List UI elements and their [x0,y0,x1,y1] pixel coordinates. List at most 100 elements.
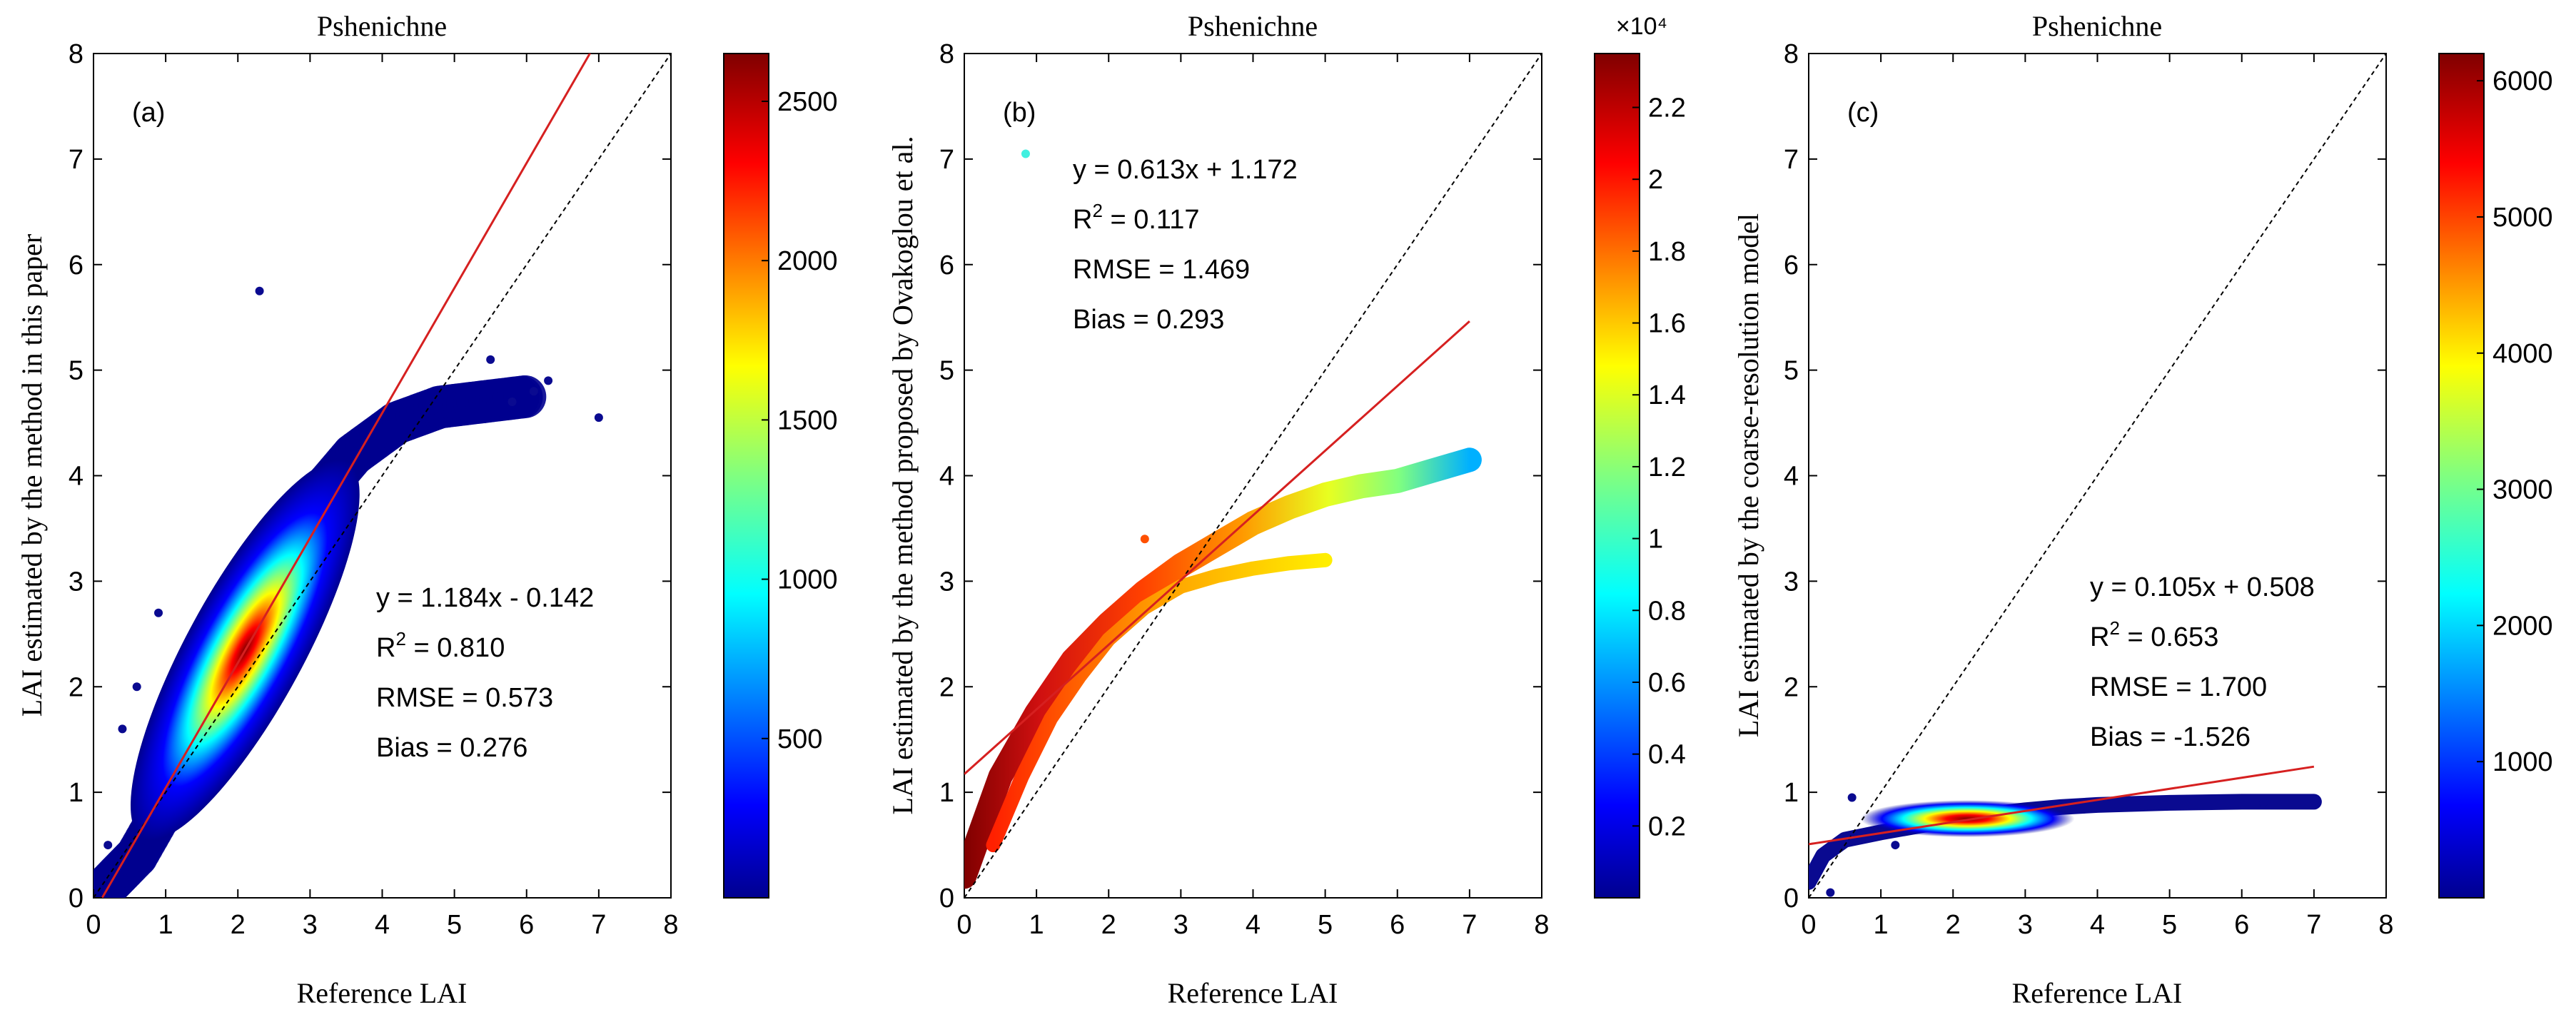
panel-c-colorbar [2438,53,2485,899]
outlier-point [1812,861,1821,871]
y-tick-label: 1 [939,778,954,808]
scatter-band [964,447,1482,889]
colorbar-tick-label: 0.8 [1648,596,1686,626]
x-tick-label: 8 [2378,910,2393,940]
colorbar-tick-label: 5000 [2492,203,2553,233]
panel-a-xlabel: Reference LAI [297,977,468,1009]
colorbar-tick-label: 1000 [2492,747,2553,777]
y-tick-label: 4 [939,462,954,492]
panel-c-fit-line [1809,765,2315,846]
y-tick-label: 3 [69,567,84,597]
colorbar-tick-label: 500 [777,724,822,754]
y-tick-label: 0 [1784,884,1799,914]
outlier-point [1826,888,1835,897]
y-tick-label: 3 [939,567,954,597]
panel-a-bias: Bias = 0.276 [376,733,527,763]
x-tick-label: 5 [2162,910,2177,940]
outlier-point [1891,841,1900,850]
panel-a-ylabel: LAI estimated by the method in this pape… [16,234,48,717]
panel-a-fit-line [101,54,592,898]
x-tick-label: 7 [2306,910,2321,940]
colorbar-tick-label: 4000 [2492,339,2553,369]
outlier-point [1140,535,1149,544]
x-tick-label: 8 [663,910,678,940]
y-tick-label: 4 [69,462,84,492]
colorbar-tick-label: 1.2 [1648,452,1686,482]
y-tick-label: 2 [1784,672,1799,702]
colorbar-tick-label: 1000 [777,565,838,595]
panel-b-scatter-points [964,447,1482,889]
outlier-point [255,286,264,295]
colorbar-tick-label: 2 [1648,165,1663,195]
x-tick-label: 3 [2018,910,2033,940]
panel-b-equation: y = 0.613x + 1.172 [1073,155,1298,185]
x-tick-label: 5 [1318,910,1333,940]
panel-b: Pshenichne 0 1 2 3 4 5 6 7 8 0 1 2 3 4 5 6 7 8 (b) y = 0… [887,10,1686,1009]
panel-c-r2: R2 = 0.653 [2090,617,2218,652]
y-tick-label: 1 [69,778,84,808]
panel-b-colorbar [1594,53,1640,899]
y-tick-label: 5 [939,356,954,386]
panel-a-equation: y = 1.184x - 0.142 [376,583,594,613]
x-tick-label: 7 [1462,910,1477,940]
panel-a-rmse: RMSE = 0.573 [376,683,553,713]
panel-c-rmse: RMSE = 1.700 [2090,672,2267,702]
panel-c-stats: y = 0.105x + 0.508 R2 = 0.653 RMSE = 1.7… [2090,572,2315,752]
panel-b-colorbar-exponent: ×10⁴ [1616,13,1667,40]
colorbar-tick-label: 1.4 [1648,380,1686,410]
x-tick-label: 8 [1534,910,1549,940]
outlier-point [2309,796,2318,805]
panel-a-r2: R2 = 0.810 [376,628,505,663]
colorbar-tick-label: 2500 [777,87,838,117]
outlier-point [154,608,163,617]
colorbar-tick-label: 2000 [777,246,838,276]
panel-b-bias: Bias = 0.293 [1073,305,1224,335]
x-tick-label: 6 [1390,910,1405,940]
panel-c-bias: Bias = -1.526 [2090,722,2251,752]
panel-a-colorbar [723,53,769,899]
x-tick-label: 6 [519,910,534,940]
x-tick-label: 3 [1173,910,1188,940]
y-tick-label: 7 [1784,145,1799,175]
panel-c-label: (c) [1847,98,1879,128]
y-tick-label: 7 [939,145,954,175]
x-tick-label: 3 [303,910,318,940]
y-tick-label: 3 [1784,567,1799,597]
panel-a-stats: y = 1.184x - 0.142 R2 = 0.810 RMSE = 0.5… [376,583,594,763]
panel-a-one-to-one-line [94,54,671,898]
colorbar-tick-label: 2000 [2492,611,2553,641]
outlier-point [132,682,141,692]
x-tick-label: 7 [591,910,606,940]
x-tick-label: 2 [1946,910,1961,940]
x-tick-label: 1 [158,910,173,940]
outlier-point [529,387,538,396]
y-tick-label: 8 [69,39,84,69]
panel-c-one-to-one-line [1809,54,2386,898]
x-tick-label: 1 [1874,910,1889,940]
y-tick-label: 5 [1784,356,1799,386]
outlier-point [103,841,113,850]
outlier-point [1021,149,1030,158]
panel-b-title: Pshenichne [1188,10,1318,42]
x-tick-label: 5 [447,910,462,940]
y-tick-label: 2 [939,672,954,702]
y-tick-label: 8 [1784,39,1799,69]
colorbar-tick-label: 1 [1648,525,1663,555]
x-tick-label: 6 [2234,910,2249,940]
panel-c-equation: y = 0.105x + 0.508 [2090,572,2315,602]
y-tick-label: 8 [939,39,954,69]
colorbar-tick-label: 1500 [777,405,838,435]
outlier-point [2259,798,2268,807]
y-tick-label: 2 [69,672,84,702]
x-tick-label: 0 [86,910,101,940]
colorbar-tick-label: 0.4 [1648,740,1686,770]
colorbar-tick-label: 1.6 [1648,309,1686,339]
y-tick-label: 6 [1784,251,1799,280]
panel-a-title: Pshenichne [317,10,447,42]
x-tick-label: 0 [1801,910,1816,940]
colorbar-tick-label: 0.2 [1648,811,1686,841]
outlier-point [118,724,127,734]
y-tick-label: 7 [69,145,84,175]
density-point [503,375,547,418]
